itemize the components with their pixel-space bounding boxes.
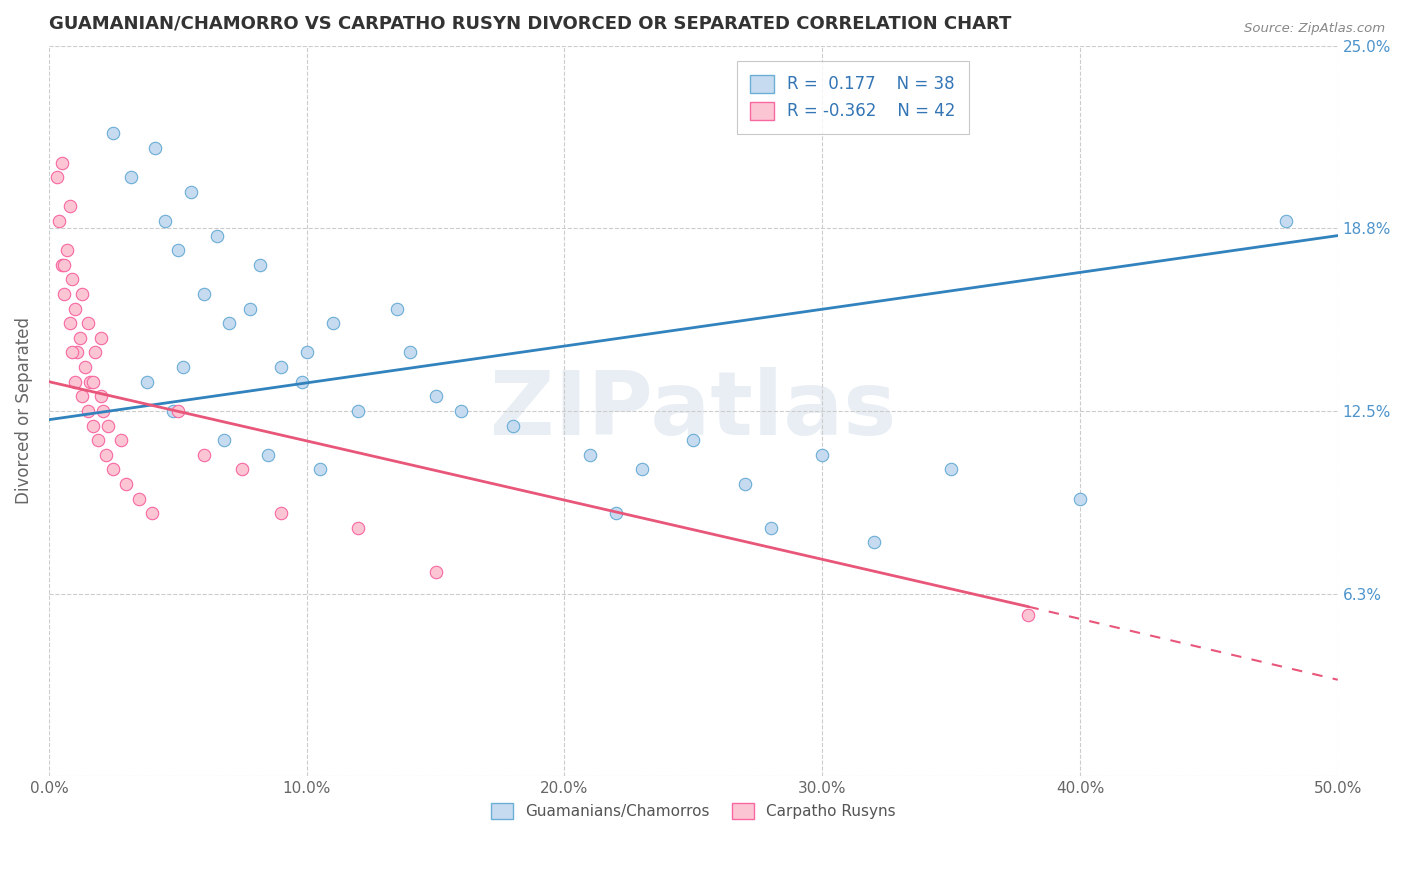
Point — [579, 448, 602, 462]
Point — [89, 331, 111, 345]
Point — [103, 126, 125, 140]
Point — [73, 360, 96, 375]
Point — [79, 375, 101, 389]
Point — [115, 477, 138, 491]
Point — [385, 301, 408, 316]
Point — [239, 301, 262, 316]
Point — [605, 506, 627, 520]
Point — [193, 448, 215, 462]
Point — [69, 331, 91, 345]
Point — [84, 345, 107, 359]
Point — [76, 404, 98, 418]
Point — [141, 506, 163, 520]
Point — [257, 448, 280, 462]
Point — [45, 170, 67, 185]
Point — [58, 316, 80, 330]
Point — [53, 287, 76, 301]
Point — [862, 535, 884, 549]
Point — [1069, 491, 1091, 506]
Point — [48, 214, 70, 228]
Point — [110, 433, 132, 447]
Point — [811, 448, 834, 462]
Legend: Guamanians/Chamorros, Carpatho Rusyns: Guamanians/Chamorros, Carpatho Rusyns — [484, 796, 903, 827]
Text: GUAMANIAN/CHAMORRO VS CARPATHO RUSYN DIVORCED OR SEPARATED CORRELATION CHART: GUAMANIAN/CHAMORRO VS CARPATHO RUSYN DIV… — [49, 15, 1011, 33]
Point — [63, 301, 86, 316]
Point — [91, 404, 114, 418]
Point — [1017, 608, 1039, 623]
Point — [347, 521, 370, 535]
Point — [153, 214, 176, 228]
Point — [162, 404, 184, 418]
Point — [51, 155, 73, 169]
Point — [193, 287, 215, 301]
Point — [53, 258, 76, 272]
Point — [231, 462, 253, 476]
Point — [630, 462, 652, 476]
Point — [72, 287, 94, 301]
Point — [734, 477, 756, 491]
Point — [450, 404, 472, 418]
Point — [212, 433, 235, 447]
Point — [82, 375, 104, 389]
Point — [308, 462, 330, 476]
Point — [51, 258, 73, 272]
Y-axis label: Divorced or Separated: Divorced or Separated — [15, 318, 32, 504]
Point — [180, 185, 202, 199]
Point — [56, 244, 79, 258]
Point — [270, 506, 292, 520]
Point — [939, 462, 962, 476]
Text: Source: ZipAtlas.com: Source: ZipAtlas.com — [1244, 22, 1385, 36]
Point — [82, 418, 104, 433]
Point — [97, 418, 120, 433]
Point — [58, 199, 80, 213]
Point — [120, 170, 142, 185]
Point — [270, 360, 292, 375]
Point — [295, 345, 318, 359]
Point — [66, 345, 89, 359]
Point — [143, 141, 166, 155]
Point — [94, 448, 117, 462]
Point — [89, 389, 111, 403]
Point — [72, 389, 94, 403]
Point — [425, 389, 447, 403]
Point — [321, 316, 343, 330]
Point — [290, 375, 312, 389]
Point — [103, 462, 125, 476]
Point — [63, 375, 86, 389]
Text: ZIPatlas: ZIPatlas — [491, 368, 897, 454]
Point — [347, 404, 370, 418]
Point — [218, 316, 240, 330]
Point — [759, 521, 782, 535]
Point — [128, 491, 150, 506]
Point — [87, 433, 110, 447]
Point — [1275, 214, 1298, 228]
Point — [76, 316, 98, 330]
Point — [502, 418, 524, 433]
Point — [60, 272, 83, 286]
Point — [166, 244, 188, 258]
Point — [205, 228, 228, 243]
Point — [135, 375, 157, 389]
Point — [166, 404, 188, 418]
Point — [425, 565, 447, 579]
Point — [398, 345, 420, 359]
Point — [682, 433, 704, 447]
Point — [172, 360, 194, 375]
Point — [60, 345, 83, 359]
Point — [249, 258, 271, 272]
